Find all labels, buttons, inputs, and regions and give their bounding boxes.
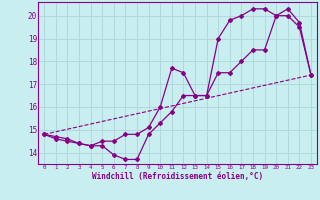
X-axis label: Windchill (Refroidissement éolien,°C): Windchill (Refroidissement éolien,°C) — [92, 172, 263, 181]
